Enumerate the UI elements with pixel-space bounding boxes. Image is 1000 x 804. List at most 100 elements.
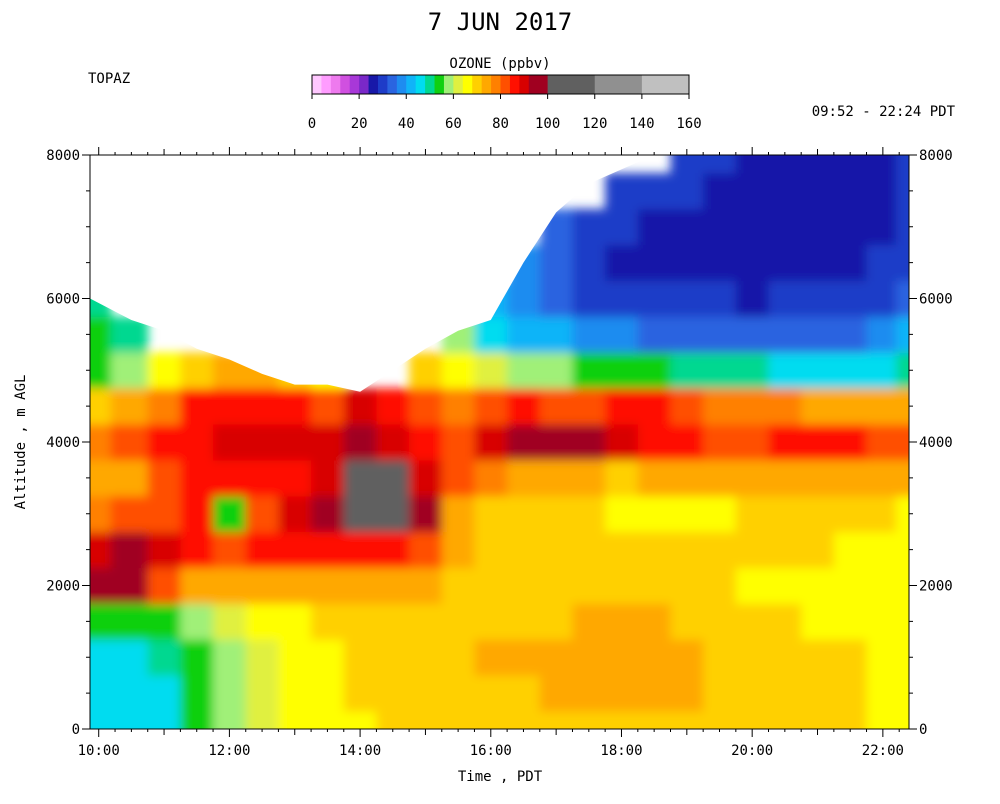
heatmap-cell [703, 172, 737, 210]
heatmap-cell [572, 352, 606, 389]
heatmap-cell [376, 603, 410, 640]
heatmap-cell [833, 388, 868, 425]
heatmap-cell [703, 208, 737, 246]
heatmap-cell [278, 531, 312, 569]
heatmap-cell [311, 531, 345, 569]
heatmap-cell [637, 711, 671, 729]
heatmap-cell [735, 316, 770, 353]
heatmap-cell [670, 531, 704, 569]
heatmap-cell [245, 675, 279, 712]
colorbar-bin-7 [377, 75, 388, 94]
heatmap-cell [895, 244, 909, 282]
time-range-label: 09:52 - 22:24 PDT [812, 104, 956, 120]
heatmap-cell [866, 352, 897, 389]
heatmap-cell [768, 424, 802, 461]
heatmap-cell [670, 495, 704, 533]
heatmap-cell [833, 316, 868, 353]
heatmap-cell [833, 280, 868, 317]
heatmap-cell [572, 639, 606, 676]
heatmap-cell [147, 603, 181, 640]
heatmap-cell [376, 567, 410, 604]
heatmap-cell [703, 567, 737, 604]
heatmap-cell [539, 388, 573, 425]
colorbar-bin-18 [481, 75, 492, 94]
heatmap-cell [539, 711, 573, 729]
colorbar-bin-26 [641, 75, 690, 94]
colorbar [311, 74, 690, 95]
y-tick-label: 2000 [46, 579, 80, 595]
heatmap-cell [866, 675, 897, 712]
heatmap-cell [801, 316, 835, 353]
heatmap-cell [110, 675, 149, 712]
heatmap-cell [474, 603, 508, 640]
heatmap-cell [801, 675, 835, 712]
heatmap-cell [278, 603, 312, 640]
heatmap-cell [213, 639, 247, 676]
heatmap-cell [572, 711, 606, 729]
heatmap-cell [213, 603, 247, 640]
heatmap-cell [147, 711, 181, 729]
heatmap-cell [245, 639, 279, 676]
chart-title: 7 JUN 2017 [428, 8, 573, 36]
heatmap-cell [768, 711, 802, 729]
heatmap-cell [735, 711, 770, 729]
heatmap-cell [311, 567, 345, 604]
heatmap-cell [409, 424, 443, 461]
heatmap-cell [833, 639, 868, 676]
colorbar-bin-13 [434, 75, 445, 94]
heatmap-cell [213, 424, 247, 461]
heatmap-cell [441, 711, 475, 729]
colorbar-bin-1 [321, 75, 332, 94]
heatmap-cell [833, 459, 868, 497]
heatmap-cell [245, 603, 279, 640]
heatmap-cell [278, 424, 312, 461]
colorbar-bin-25 [594, 75, 643, 94]
heatmap-cell [768, 172, 802, 210]
heatmap-cell [637, 244, 671, 282]
heatmap-cell [735, 424, 770, 461]
heatmap-cell [768, 567, 802, 604]
heatmap-cell [833, 711, 868, 729]
colorbar-tick-label: 160 [676, 116, 701, 132]
heatmap-cell [474, 531, 508, 569]
heatmap-cell [147, 352, 181, 389]
heatmap-cell [90, 316, 112, 353]
heatmap-cell [768, 244, 802, 282]
heatmap-cell [605, 208, 639, 246]
heatmap-cell [801, 244, 835, 282]
heatmap-cell [441, 495, 475, 533]
heatmap-cell [833, 603, 868, 640]
heatmap-cell [866, 495, 897, 533]
heatmap-cell [409, 388, 443, 425]
heatmap-cell [670, 208, 704, 246]
heatmap-cell [572, 424, 606, 461]
heatmap-cell [572, 531, 606, 569]
heatmap-cell [670, 352, 704, 389]
colorbar-bin-10 [406, 75, 417, 94]
y-tick-label: 0 [72, 722, 80, 738]
heatmap-cell [895, 495, 909, 533]
heatmap-cell [895, 531, 909, 569]
heatmap-cell [866, 244, 897, 282]
heatmap-cell [703, 280, 737, 317]
heatmap-cell [866, 531, 897, 569]
colorbar-tick-label: 120 [582, 116, 607, 132]
heatmap-cell [343, 531, 377, 569]
heatmap-cell [311, 603, 345, 640]
heatmap-cell [637, 208, 671, 246]
heatmap-cell [409, 459, 443, 497]
heatmap-cell [90, 388, 112, 425]
heatmap-cell [703, 352, 737, 389]
heatmap-cell [833, 424, 868, 461]
heatmap-cell [90, 567, 112, 604]
heatmap-cell [637, 280, 671, 317]
heatmap-cell [245, 711, 279, 729]
heatmap-cell [474, 424, 508, 461]
heatmap-cell [866, 424, 897, 461]
heatmap-cell [110, 495, 149, 533]
heatmap-cell [441, 603, 475, 640]
heatmap-cell [895, 639, 909, 676]
heatmap-cell [768, 459, 802, 497]
heatmap-cell [474, 675, 508, 712]
heatmap-cell [180, 352, 214, 389]
